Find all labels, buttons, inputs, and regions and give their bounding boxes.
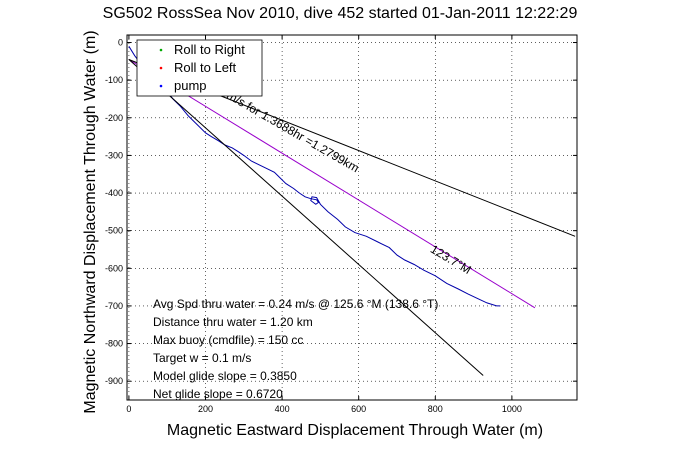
y-tick-label-9: -900: [105, 376, 123, 386]
legend-entry-0: Roll to Right: [174, 42, 245, 57]
legend-marker-1: [159, 66, 163, 70]
y-tick-label-5: -500: [105, 226, 123, 236]
annotation-line-5: Net glide slope = 0.6720: [153, 387, 283, 401]
axes-box: [126, 34, 578, 401]
legend-entry-2: pump: [174, 78, 207, 93]
x-tick-label-1: 200: [198, 404, 213, 414]
legend-marker-0: [159, 48, 163, 52]
x-tick-label-2: 400: [275, 404, 290, 414]
x-tick-label-0: 0: [126, 404, 131, 414]
legend-entry-1: Roll to Left: [174, 60, 237, 75]
annotation-line-0: Avg Spd thru water = 0.24 m/s @ 125.6 °M…: [153, 297, 438, 311]
annotation-line-2: Max buoy (cmdfile) = 150 cc: [153, 333, 303, 347]
y-tick-label-8: -800: [105, 339, 123, 349]
annotation-line-1: Distance thru water = 1.20 km: [153, 315, 313, 329]
y-tick-label-1: -100: [105, 75, 123, 85]
chart-title: SG502 RossSea Nov 2010, dive 452 started…: [103, 5, 578, 22]
y-tick-label-3: -300: [105, 150, 123, 160]
legend-marker-2: [159, 84, 163, 88]
y-tick-label-6: -600: [105, 263, 123, 273]
y-axis-label: Magnetic Northward Displacement Through …: [82, 30, 99, 413]
x-axis-label: Magnetic Eastward Displacement Through W…: [167, 422, 543, 439]
annotation-line-4: Model glide slope = 0.3850: [153, 369, 297, 383]
annotation-line-3: Target w = 0.1 m/s: [153, 351, 251, 365]
y-tick-label-0: 0: [118, 38, 123, 48]
legend-box: [136, 39, 263, 97]
data-series-group: [128, 46, 576, 376]
y-tick-label-2: -200: [105, 113, 123, 123]
x-tick-label-3: 600: [351, 404, 366, 414]
y-tick-label-7: -700: [105, 301, 123, 311]
y-tick-label-4: -400: [105, 188, 123, 198]
series-line-0: [128, 46, 501, 307]
x-tick-label-4: 800: [428, 404, 443, 414]
series-line-1: [128, 59, 536, 309]
series-line-2: [128, 59, 484, 376]
x-tick-label-5: 1000: [502, 404, 522, 414]
